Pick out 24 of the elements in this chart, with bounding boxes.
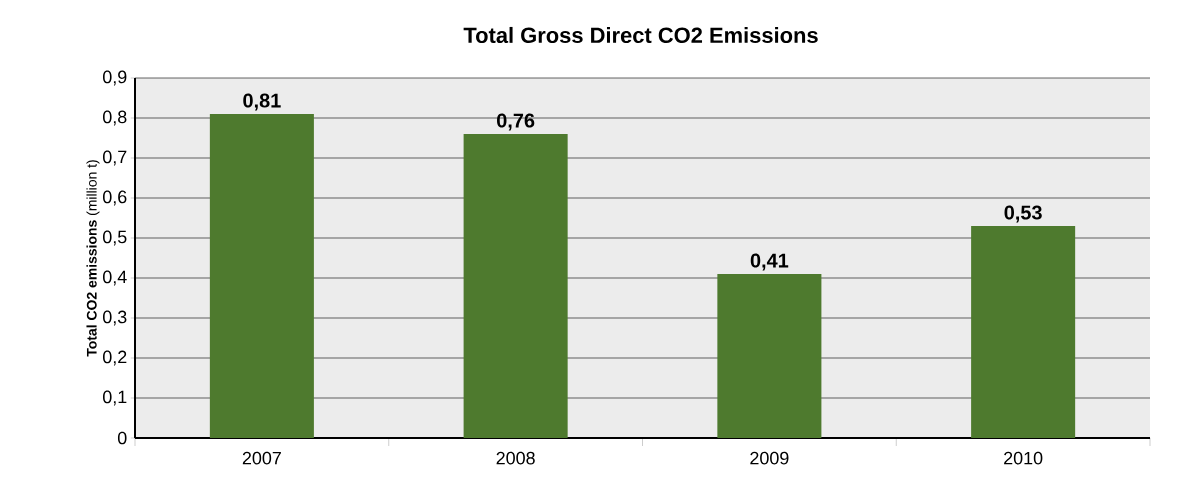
y-tick-label: 0,5	[103, 230, 127, 246]
x-tick-label: 2007	[242, 451, 281, 465]
data-label: 0,53	[1004, 205, 1042, 223]
bar	[971, 226, 1076, 438]
x-tick-label: 2009	[750, 451, 789, 465]
chart-title: Total Gross Direct CO2 Emissions	[463, 26, 818, 44]
y-tick-label: 0,4	[103, 270, 127, 286]
y-tick-label: 0,3	[103, 310, 127, 326]
x-tick-label: 2010	[1004, 451, 1043, 465]
bar	[717, 274, 822, 438]
y-tick-label: 0,8	[103, 110, 127, 126]
bar	[209, 114, 314, 438]
y-tick-label: 0,2	[103, 350, 127, 366]
y-tick-label: 0,7	[103, 150, 127, 166]
y-tick-label: 0,9	[103, 70, 127, 86]
x-tick-label: 2008	[496, 451, 535, 465]
data-label: 0,81	[243, 93, 281, 111]
y-tick-label: 0,1	[103, 390, 127, 406]
y-tick-label: 0,6	[103, 190, 127, 206]
y-axis-title: Total CO2 emissions (million t)	[86, 160, 100, 357]
data-label: 0,76	[497, 113, 535, 131]
bar	[463, 134, 568, 438]
y-tick-label: 0	[117, 431, 127, 445]
data-label: 0,41	[750, 253, 789, 271]
